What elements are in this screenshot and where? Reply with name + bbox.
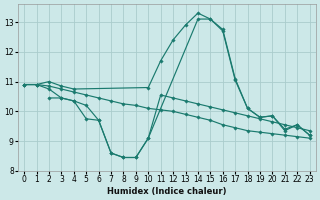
X-axis label: Humidex (Indice chaleur): Humidex (Indice chaleur) — [107, 187, 227, 196]
